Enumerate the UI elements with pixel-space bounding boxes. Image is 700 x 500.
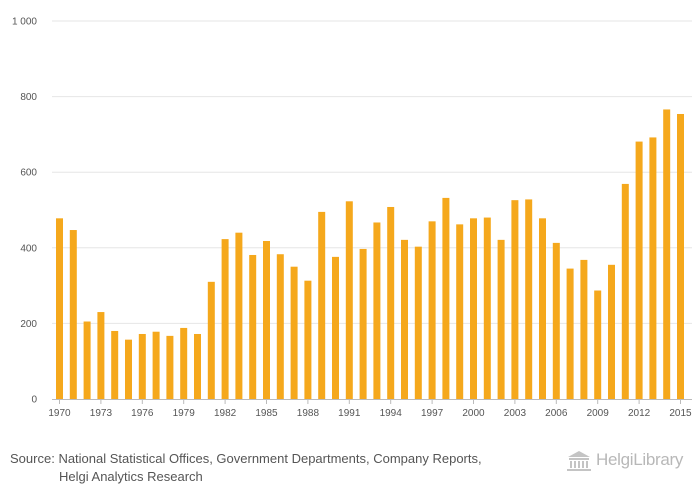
x-tick-label: 2015: [669, 408, 692, 419]
bar-2012: [635, 141, 643, 399]
x-tick-label: 1997: [421, 408, 444, 419]
bar-1974: [111, 330, 119, 399]
x-axis-ticks: 1970 1973 1976 1979 1982 1985 1988 1991 1994 1997…: [48, 399, 692, 419]
library-building-icon: [567, 451, 591, 471]
bar-1982: [221, 239, 229, 399]
bar-2002: [497, 239, 505, 399]
bar-1977: [152, 331, 160, 399]
bar-2000: [470, 218, 477, 399]
bar-2007: [566, 268, 574, 399]
bar-1978: [166, 335, 174, 399]
x-tick-label: 2003: [504, 408, 527, 419]
bar-1990: [332, 256, 339, 399]
x-tick-label: 2012: [628, 408, 651, 419]
bars: [56, 109, 684, 400]
bar-1995: [401, 239, 408, 399]
bar-1989: [318, 211, 326, 399]
bar-1988: [304, 280, 312, 399]
bar-1991: [345, 201, 353, 399]
source-note: Source: National Statistical Offices, Go…: [10, 450, 550, 486]
bar-2004: [525, 199, 533, 399]
x-tick-label: 2006: [545, 408, 568, 419]
bar-1992: [359, 248, 367, 399]
bar-1983: [235, 232, 243, 399]
x-tick-label: 1994: [380, 408, 403, 419]
x-tick-label: 1988: [297, 408, 320, 419]
helgi-library-logo: HelgiLibrary: [566, 447, 692, 473]
source-text-line1: National Statistical Offices, Government…: [58, 451, 482, 466]
bar-2010: [608, 264, 615, 399]
bar-1980: [194, 333, 201, 399]
bar-1976: [138, 333, 146, 399]
gridlines: [52, 20, 692, 324]
x-tick-label: 1991: [338, 408, 361, 419]
bar-1994: [387, 206, 395, 399]
bar-1970: [56, 218, 63, 399]
bar-1971: [69, 230, 77, 399]
x-tick-label: 2009: [587, 408, 610, 419]
bar-2009: [594, 290, 602, 399]
y-tick-label: 600: [20, 168, 37, 179]
bar-2011: [621, 183, 629, 399]
bar-2013: [649, 137, 657, 399]
x-tick-label: 1985: [255, 408, 278, 419]
source-label: Source:: [10, 451, 55, 466]
bar-1975: [125, 339, 132, 399]
bar-2005: [539, 218, 546, 399]
y-axis-ticks: 0 200 400 600 800 1 000: [12, 17, 37, 406]
bar-2008: [580, 259, 588, 399]
y-tick-label: 200: [20, 319, 37, 330]
bar-1987: [290, 266, 298, 399]
x-tick-label: 1973: [90, 408, 113, 419]
bar-2001: [483, 217, 491, 399]
bar-2006: [552, 242, 560, 399]
bar-1981: [207, 281, 215, 399]
bar-1984: [249, 254, 257, 399]
bar-1998: [442, 197, 450, 399]
x-tick-label: 1982: [214, 408, 237, 419]
bar-1979: [180, 327, 188, 399]
bar-1999: [456, 224, 464, 399]
y-tick-label: 0: [31, 395, 37, 406]
x-tick-label: 1970: [48, 408, 71, 419]
x-tick-label: 1976: [131, 408, 154, 419]
bar-2003: [511, 200, 519, 399]
bar-1973: [97, 312, 105, 399]
bar-1997: [428, 221, 436, 399]
bar-1972: [83, 321, 91, 399]
source-text-line2: Helgi Analytics Research: [59, 469, 203, 484]
bar-2014: [663, 109, 671, 400]
bar-2015: [677, 113, 684, 399]
y-tick-label: 400: [20, 243, 37, 254]
bar-1985: [263, 240, 270, 399]
x-tick-label: 1979: [173, 408, 196, 419]
x-tick-label: 2000: [462, 408, 485, 419]
bar-1996: [414, 246, 422, 399]
logo-text: HelgiLibrary: [596, 450, 684, 469]
y-tick-label: 1 000: [12, 17, 37, 28]
bar-1986: [276, 254, 284, 399]
bar-1993: [373, 222, 381, 399]
y-tick-label: 800: [20, 92, 37, 103]
